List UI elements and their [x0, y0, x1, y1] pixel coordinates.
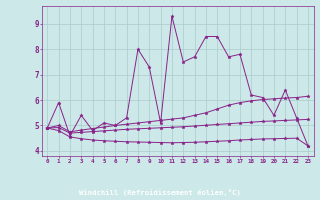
Text: Windchill (Refroidissement éolien,°C): Windchill (Refroidissement éolien,°C) — [79, 190, 241, 196]
